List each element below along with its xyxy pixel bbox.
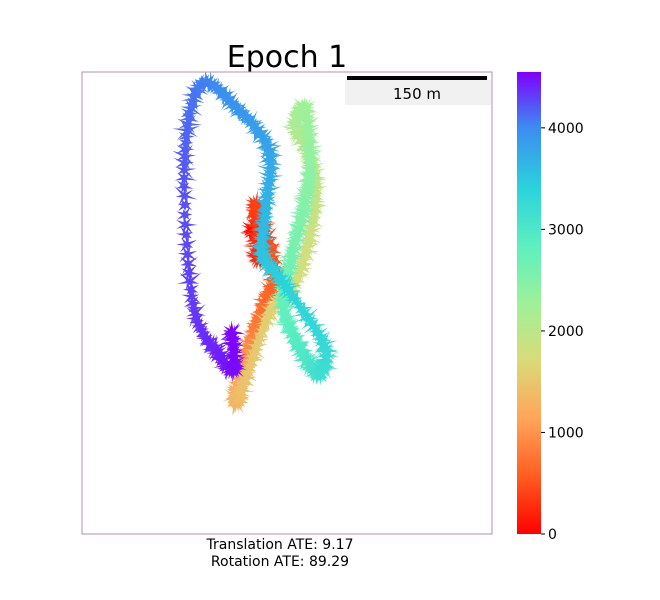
pose-marker bbox=[175, 138, 195, 158]
pose-marker bbox=[243, 340, 266, 361]
pose-marker bbox=[257, 223, 278, 247]
pose-marker bbox=[309, 322, 329, 345]
pose-marker bbox=[298, 113, 314, 128]
pose-marker bbox=[258, 232, 281, 251]
pose-marker bbox=[236, 106, 256, 126]
scale-bar-background bbox=[345, 80, 491, 105]
pose-marker bbox=[294, 110, 320, 137]
colorbar-tick-label: 1000 bbox=[548, 425, 584, 441]
pose-marker bbox=[180, 95, 203, 121]
pose-marker bbox=[177, 197, 193, 211]
pose-marker bbox=[175, 159, 197, 181]
pose-marker bbox=[245, 338, 269, 355]
pose-marker bbox=[244, 344, 264, 367]
pose-marker bbox=[180, 250, 198, 275]
pose-marker bbox=[257, 175, 277, 194]
pose-marker bbox=[304, 195, 327, 217]
colorbar-ticks: 0 1000 2000 3000 4000 bbox=[541, 121, 584, 543]
pose-marker bbox=[186, 299, 206, 328]
pose-marker bbox=[243, 117, 267, 143]
pose-marker bbox=[264, 253, 282, 270]
chart-title: Epoch 1 bbox=[227, 40, 347, 75]
pose-marker bbox=[252, 291, 274, 311]
trajectory-layer bbox=[172, 72, 340, 416]
pose-marker bbox=[174, 165, 198, 190]
pose-marker bbox=[235, 366, 257, 390]
pose-marker bbox=[176, 207, 193, 224]
scale-bar: 150 m bbox=[345, 76, 491, 105]
colorbar-tick-label: 2000 bbox=[548, 324, 584, 340]
pose-marker bbox=[179, 111, 200, 127]
pose-marker bbox=[215, 85, 236, 108]
pose-marker bbox=[173, 153, 195, 175]
pose-marker bbox=[183, 293, 202, 312]
colorbar-strip bbox=[517, 72, 541, 534]
colorbar-tick-label: 0 bbox=[548, 527, 557, 543]
pose-marker bbox=[174, 184, 198, 209]
pose-marker bbox=[286, 232, 303, 252]
pose-marker bbox=[258, 140, 283, 164]
pose-marker bbox=[172, 144, 197, 170]
scale-bar-line bbox=[347, 76, 487, 80]
pose-marker bbox=[220, 320, 246, 341]
pose-marker bbox=[275, 262, 301, 282]
pose-marker bbox=[255, 323, 270, 340]
pose-marker bbox=[260, 179, 276, 197]
colorbar-tick-label: 4000 bbox=[548, 121, 584, 137]
metrics-text: Translation ATE: 9.17 Rotation ATE: 89.2… bbox=[206, 537, 354, 570]
pose-marker bbox=[242, 350, 265, 374]
pose-marker bbox=[252, 216, 273, 235]
rotation-ate: Rotation ATE: 89.29 bbox=[211, 554, 349, 570]
scale-bar-label: 150 m bbox=[393, 85, 441, 103]
pose-marker bbox=[183, 281, 200, 295]
pose-marker bbox=[178, 126, 195, 144]
pose-marker bbox=[177, 132, 194, 154]
pose-marker bbox=[235, 365, 257, 385]
pose-marker bbox=[292, 302, 316, 324]
pose-marker bbox=[274, 299, 289, 316]
pose-marker bbox=[280, 284, 302, 303]
pose-marker bbox=[175, 211, 198, 236]
pose-marker bbox=[172, 117, 201, 141]
pose-marker bbox=[176, 235, 198, 253]
pose-marker bbox=[290, 300, 314, 320]
pose-marker bbox=[304, 196, 327, 220]
colorbar: 0 1000 2000 3000 4000 bbox=[517, 72, 584, 543]
pose-marker bbox=[177, 244, 198, 263]
pose-marker bbox=[299, 129, 320, 151]
translation-ate: Translation ATE: 9.17 bbox=[206, 537, 354, 553]
pose-marker bbox=[251, 227, 275, 254]
pose-marker bbox=[252, 209, 269, 226]
pose-marker bbox=[293, 198, 317, 222]
pose-marker bbox=[300, 211, 324, 234]
pose-marker bbox=[294, 118, 320, 144]
pose-marker bbox=[175, 225, 193, 245]
pose-marker bbox=[290, 298, 306, 314]
plot-area: 150 m bbox=[81, 71, 493, 535]
pose-marker bbox=[277, 242, 304, 265]
colorbar-tick-label: 3000 bbox=[548, 222, 584, 238]
pose-marker bbox=[293, 246, 314, 265]
pose-marker bbox=[177, 269, 202, 296]
